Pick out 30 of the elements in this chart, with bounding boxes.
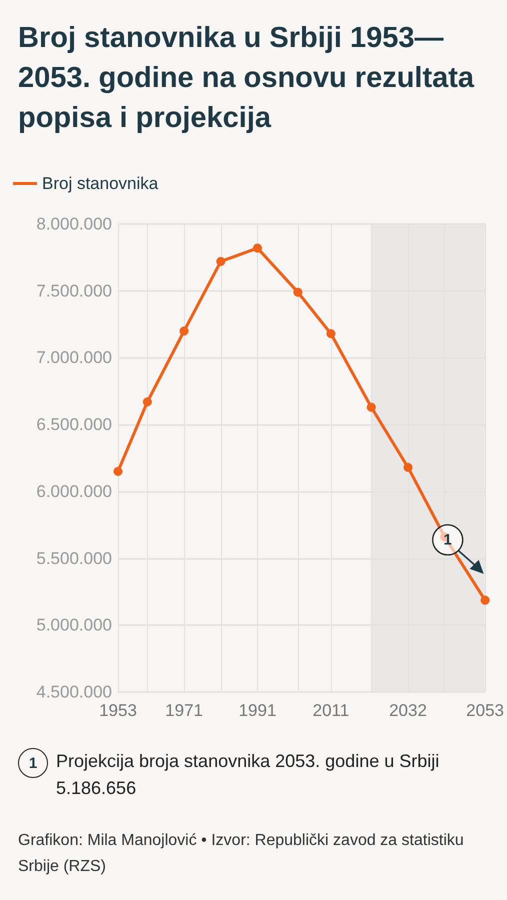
- y-tick-label: 6.500.000: [36, 415, 112, 434]
- point: [293, 288, 302, 297]
- point: [253, 244, 262, 253]
- point: [216, 256, 226, 266]
- point: [480, 596, 490, 605]
- chart-title: Broj stanovnika u Srbiji 1953—2053. godine na osnovu rezultata popisa i projekcija: [17, 21, 476, 136]
- y-tick-label: 7.500.000: [36, 281, 112, 300]
- x-tick-label: 1991: [238, 701, 276, 720]
- point: [366, 402, 376, 412]
- y-tick-label: 7.000.000: [36, 348, 112, 368]
- x-tick-label: 1971: [165, 701, 203, 720]
- y-tick-label: 5.000.000: [36, 616, 112, 635]
- y-tick-label: 5.500.000: [36, 548, 112, 568]
- point: [326, 329, 336, 338]
- x-tick-label: 1953: [99, 701, 137, 720]
- y-tick-label: 8.000.000: [36, 214, 112, 234]
- annotation: 1: [444, 531, 452, 548]
- point: [404, 462, 412, 472]
- y-tick-label: 6.000.000: [36, 482, 112, 501]
- footnote-number-badge: 1: [18, 748, 48, 778]
- x-tick-label: 2032: [389, 701, 427, 720]
- point: [114, 466, 122, 476]
- y-tick-label: 4.500.000: [36, 682, 112, 702]
- point: [142, 397, 152, 406]
- point: [180, 326, 189, 336]
- text: Projekcija broja stanovnika 2053. godine u Srbiji 5.186.656: [56, 750, 440, 800]
- x-tick-label: 2053: [466, 701, 504, 720]
- legend-label: Broj stanovnika: [42, 174, 159, 193]
- text: Grafikon: Mila Manojlović • Izvor: Republički zavod za statistiku Srbije (RZS): [18, 831, 465, 877]
- x-tick-label: 2011: [312, 701, 350, 720]
